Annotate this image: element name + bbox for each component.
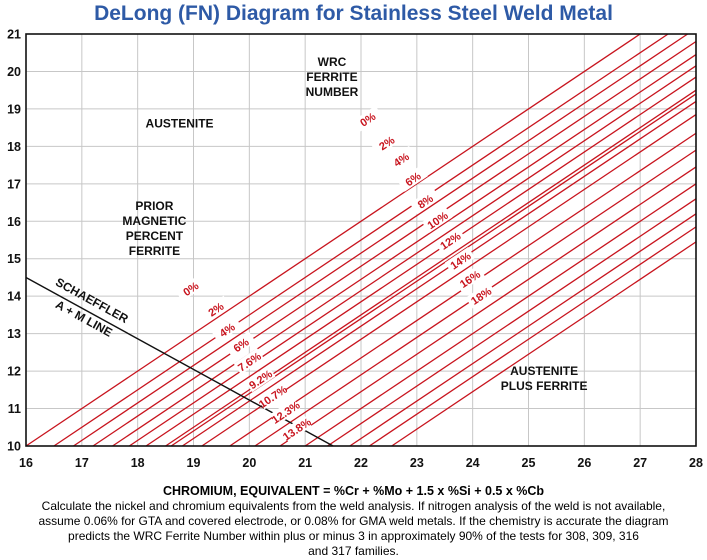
y-tick-label: 16 bbox=[7, 215, 21, 229]
x-tick-label: 22 bbox=[354, 456, 368, 470]
x-tick-label: 24 bbox=[466, 456, 480, 470]
x-tick-label: 28 bbox=[689, 456, 703, 470]
region-annotation: PERCENT bbox=[126, 229, 184, 243]
magnetic-ferrite-line bbox=[25, 33, 641, 447]
wrc-ferrite-label-mask bbox=[409, 187, 441, 215]
magnetic-ferrite-line bbox=[128, 65, 697, 447]
region-annotation: FERRITE bbox=[306, 70, 357, 84]
plot-frame bbox=[25, 33, 697, 447]
y-tick-label: 12 bbox=[7, 365, 21, 379]
y-tick-label: 15 bbox=[7, 252, 21, 266]
wrc-ferrite-label-mask bbox=[465, 282, 497, 309]
region-annotation: AUSTENITE bbox=[146, 117, 214, 131]
magnetic-ferrite-label-mask bbox=[225, 331, 256, 358]
region-annotation: AUSTENITE bbox=[510, 364, 578, 378]
y-tick-label: 14 bbox=[7, 290, 21, 304]
magnetic-ferrite-label-mask bbox=[257, 382, 288, 410]
wrc-ferrite-label-mask bbox=[454, 265, 485, 292]
wrc-ferrite-label-mask bbox=[421, 206, 453, 233]
x-tick-label: 17 bbox=[75, 456, 89, 470]
x-tick-label: 26 bbox=[577, 456, 591, 470]
wrc-ferrite-label-mask bbox=[371, 129, 402, 156]
magnetic-ferrite-line bbox=[145, 76, 697, 447]
wrc-ferrite-line bbox=[369, 226, 697, 447]
region-annotation: PRIOR bbox=[135, 199, 173, 213]
magnetic-ferrite-label-mask bbox=[233, 348, 265, 375]
x-tick-label: 23 bbox=[410, 456, 424, 470]
wrc-ferrite-label-mask bbox=[444, 246, 476, 274]
caption-line-1: Calculate the nickel and chromium equiva… bbox=[41, 499, 666, 513]
magnetic-ferrite-label-mask bbox=[211, 316, 242, 343]
x-tick-label: 27 bbox=[633, 456, 647, 470]
caption-line-4: and 317 families. bbox=[308, 544, 399, 558]
magnetic-ferrite-line bbox=[165, 89, 697, 447]
x-axis-label: CHROMIUM, EQUIVALENT = %Cr + %Mo + 1.5 x… bbox=[162, 484, 545, 498]
magnetic-ferrite-line bbox=[112, 54, 697, 447]
region-annotation: NUMBER bbox=[306, 85, 359, 99]
caption-line-2: assume 0.06% for GTA and covered electro… bbox=[38, 514, 669, 528]
wrc-ferrite-line bbox=[391, 241, 697, 447]
magnetic-ferrite-line bbox=[181, 100, 697, 447]
chart-title: DeLong (FN) Diagram for Stainless Steel … bbox=[94, 2, 613, 25]
y-tick-label: 17 bbox=[7, 177, 21, 191]
magnetic-ferrite-label-mask bbox=[200, 295, 231, 323]
x-tick-label: 20 bbox=[242, 456, 256, 470]
magnetic-ferrite-line bbox=[92, 40, 697, 447]
y-tick-label: 19 bbox=[7, 102, 21, 116]
region-annotation: WRC bbox=[318, 55, 347, 69]
region-annotation: PLUS FERRITE bbox=[501, 379, 588, 393]
wrc-ferrite-line bbox=[349, 213, 697, 447]
wrc-ferrite-line bbox=[304, 183, 697, 447]
x-tick-label: 21 bbox=[298, 456, 312, 470]
chart-svg: 16 17 18 19 20 21 22 23 24 25 26 27 28 10 11 12 13 14 15 16… bbox=[7, 28, 703, 471]
wrc-ferrite-label-mask bbox=[385, 145, 417, 173]
x-tick-label: 19 bbox=[187, 456, 201, 470]
x-tick-label: 16 bbox=[19, 456, 33, 470]
magnetic-ferrite-label-mask bbox=[175, 275, 206, 302]
magnetic-ferrite-line bbox=[53, 33, 669, 447]
magnetic-ferrite-label-mask bbox=[270, 398, 301, 426]
magnetic-ferrite-label-mask bbox=[244, 365, 276, 393]
caption-block: CHROMIUM, EQUIVALENT = %Cr + %Mo + 1.5 x… bbox=[0, 484, 707, 559]
y-tick-label: 18 bbox=[7, 140, 21, 154]
y-tick-label: 11 bbox=[8, 402, 21, 416]
magnetic-ferrite-line bbox=[73, 33, 688, 447]
wrc-ferrite-label-mask bbox=[397, 165, 428, 192]
magnetic-ferrite-label-mask bbox=[281, 415, 312, 442]
y-tick-label: 20 bbox=[7, 65, 21, 79]
wrc-ferrite-label-mask bbox=[352, 105, 383, 133]
y-tick-label: 10 bbox=[7, 440, 21, 454]
y-tick-label: 21 bbox=[7, 28, 21, 42]
caption-line-3: predicts the WRC Ferrite Number within p… bbox=[68, 529, 639, 543]
y-tick-label: 13 bbox=[7, 327, 21, 341]
x-tick-label: 25 bbox=[522, 456, 536, 470]
wrc-ferrite-line bbox=[327, 198, 697, 447]
wrc-ferrite-label-mask bbox=[434, 227, 466, 254]
wrc-ferrite-line bbox=[279, 166, 697, 447]
x-tick-label: 18 bbox=[131, 456, 145, 470]
region-annotation: FERRITE bbox=[129, 244, 180, 258]
region-annotation: MAGNETIC bbox=[122, 214, 186, 228]
